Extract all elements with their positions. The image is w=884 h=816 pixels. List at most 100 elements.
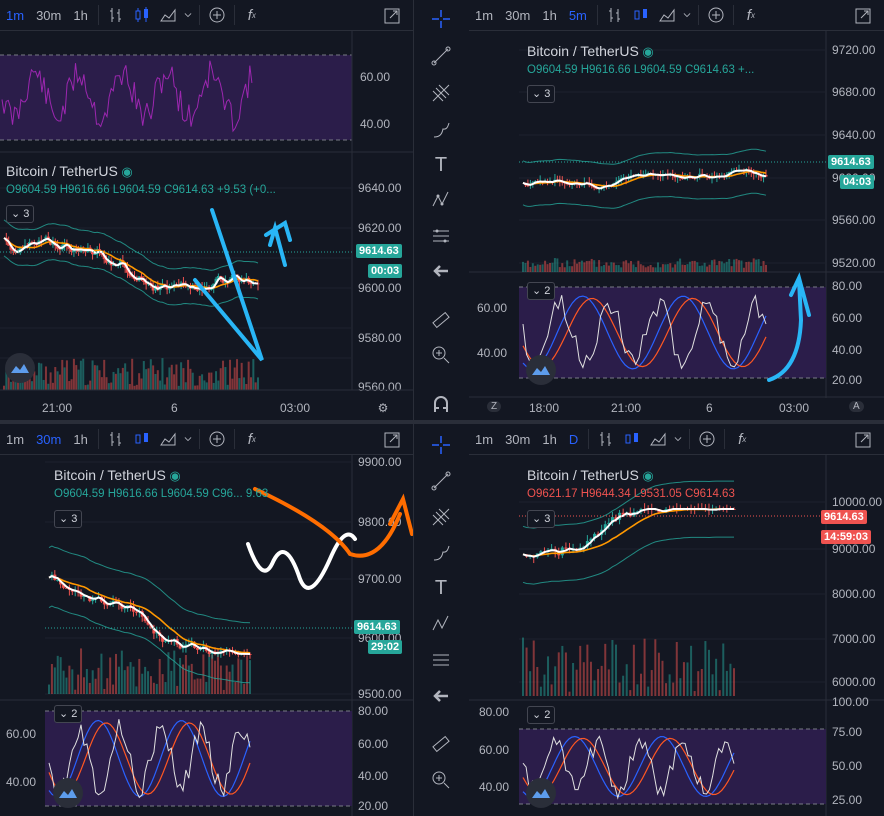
zoom-in-icon[interactable] — [427, 766, 455, 794]
tf-d[interactable]: D — [568, 431, 579, 447]
magnet-icon[interactable] — [427, 390, 455, 418]
chart-pane-2[interactable]: 1m 30m 1h 5m fx 9720.009680.009640.00960… — [469, 0, 884, 420]
volume-bar — [187, 359, 190, 390]
bar-chart-icon[interactable] — [593, 427, 619, 451]
area-chart-icon[interactable] — [654, 3, 680, 27]
candles-icon[interactable] — [619, 427, 645, 451]
zoom-in-icon[interactable] — [427, 341, 455, 369]
volume-bar — [525, 647, 528, 696]
tf-1h[interactable]: 1h — [73, 431, 88, 447]
tradingview-logo-icon[interactable] — [526, 355, 556, 385]
tf-1h[interactable]: 1h — [542, 7, 557, 23]
chevron-down-icon[interactable] — [181, 3, 195, 27]
auto-scale-toggle[interactable]: A — [849, 401, 864, 412]
tf-1h[interactable]: 1h — [542, 431, 557, 447]
add-indicator-icon[interactable] — [694, 427, 720, 451]
indicators-toggle[interactable]: ⌄ 3 — [527, 85, 556, 103]
trend-line-icon[interactable] — [427, 42, 455, 70]
back-arrow-icon[interactable] — [427, 257, 455, 285]
tf-30m[interactable]: 30m — [36, 431, 62, 447]
candles-icon[interactable] — [129, 3, 155, 27]
back-arrow-icon[interactable] — [427, 682, 455, 710]
add-indicator-icon[interactable] — [703, 3, 729, 27]
chart-canvas-4[interactable]: 10000.00 9000.00 8000.00 7000.00 6000.00 100.… — [469, 454, 884, 816]
tf-1m[interactable]: 1m — [475, 431, 494, 447]
pattern-icon[interactable] — [427, 610, 455, 638]
brush-icon[interactable] — [427, 116, 455, 144]
symbol-legend[interactable]: Bitcoin / TetherUS ◉ — [6, 163, 133, 180]
open-value: O9604.59 — [527, 64, 578, 76]
volume-bar — [189, 368, 192, 390]
bar-chart-icon[interactable] — [103, 427, 129, 451]
rsi-indicators-toggle[interactable]: ⌄ 2 — [54, 705, 83, 723]
candles-icon[interactable] — [628, 3, 654, 27]
pitchfork-icon[interactable] — [427, 503, 455, 531]
pattern-icon[interactable] — [427, 186, 455, 214]
tradingview-logo-icon[interactable] — [53, 778, 83, 808]
band-upper-line — [3, 219, 259, 271]
tf-30m[interactable]: 30m — [505, 431, 531, 447]
area-chart-icon[interactable] — [645, 427, 671, 451]
trend-line-icon[interactable] — [427, 467, 455, 495]
text-tool-icon[interactable]: T — [434, 576, 448, 599]
symbol-legend[interactable]: Bitcoin / TetherUS ◉ — [527, 467, 654, 484]
chevron-down-icon[interactable] — [680, 3, 694, 27]
tf-1m[interactable]: 1m — [6, 7, 25, 23]
chart-canvas-2[interactable]: 9720.009680.009640.009600.009560.009520.… — [469, 30, 884, 420]
ruler-icon[interactable] — [427, 730, 455, 758]
rsi-indicators-toggle[interactable]: ⌄ 2 — [527, 706, 556, 724]
low-value: L9604.59 — [112, 184, 161, 196]
symbol-legend[interactable]: Bitcoin / TetherUS ◉ — [527, 43, 654, 60]
prediction-icon[interactable] — [427, 646, 455, 674]
pitchfork-icon[interactable] — [427, 79, 455, 107]
add-indicator-icon[interactable] — [204, 3, 230, 27]
tf-1m[interactable]: 1m — [475, 7, 494, 23]
candles-icon[interactable] — [129, 427, 155, 451]
bar-chart-icon[interactable] — [602, 3, 628, 27]
chevron-down-icon[interactable] — [671, 427, 685, 451]
fullscreen-icon[interactable] — [379, 428, 405, 452]
settings-gear-icon[interactable]: ⚙ — [377, 401, 389, 415]
bar-chart-icon[interactable] — [103, 3, 129, 27]
chart-canvas-3[interactable]: 9900.009800.009700.009600.009500.0080.00… — [0, 454, 413, 816]
brush-icon[interactable] — [427, 539, 455, 567]
ruler-icon[interactable] — [427, 306, 455, 334]
volume-bar — [158, 658, 161, 694]
tf-30m[interactable]: 30m — [36, 7, 62, 23]
prediction-icon[interactable] — [427, 222, 455, 250]
crosshair-icon[interactable] — [427, 5, 455, 33]
tradingview-logo-icon[interactable] — [526, 778, 556, 808]
horizontal-divider[interactable] — [0, 420, 884, 424]
close-value: C9614.63 — [684, 488, 735, 500]
fullscreen-icon[interactable] — [379, 4, 405, 28]
area-chart-icon[interactable] — [155, 427, 181, 451]
fullscreen-icon[interactable] — [850, 428, 876, 452]
indicators-toggle[interactable]: ⌄ 3 — [6, 205, 35, 223]
zoom-toggle[interactable]: Z — [487, 401, 502, 412]
symbol-legend[interactable]: Bitcoin / TetherUS ◉ — [54, 467, 181, 484]
volume-bar — [659, 267, 662, 272]
tf-1m[interactable]: 1m — [6, 431, 25, 447]
text-tool-icon[interactable]: T — [434, 153, 448, 176]
tf-5m[interactable]: 5m — [568, 7, 587, 23]
fullscreen-icon[interactable] — [850, 4, 876, 28]
volume-bar — [199, 678, 202, 694]
add-indicator-icon[interactable] — [204, 427, 230, 451]
tradingview-logo-icon[interactable] — [5, 353, 35, 383]
crosshair-icon[interactable] — [427, 431, 455, 459]
tf-1h[interactable]: 1h — [73, 7, 88, 23]
tf-30m[interactable]: 30m — [505, 7, 531, 23]
rsi-indicators-toggle[interactable]: ⌄ 2 — [527, 282, 556, 300]
indicators-toggle[interactable]: ⌄ 3 — [527, 510, 556, 528]
chevron-down-icon[interactable] — [181, 427, 195, 451]
area-chart-icon[interactable] — [155, 3, 181, 27]
indicators-toggle[interactable]: ⌄ 3 — [54, 510, 83, 528]
chart-canvas-1[interactable]: 60.00 40.00 9640.00 9620.00 9600.00 9580.00 95… — [0, 30, 413, 420]
